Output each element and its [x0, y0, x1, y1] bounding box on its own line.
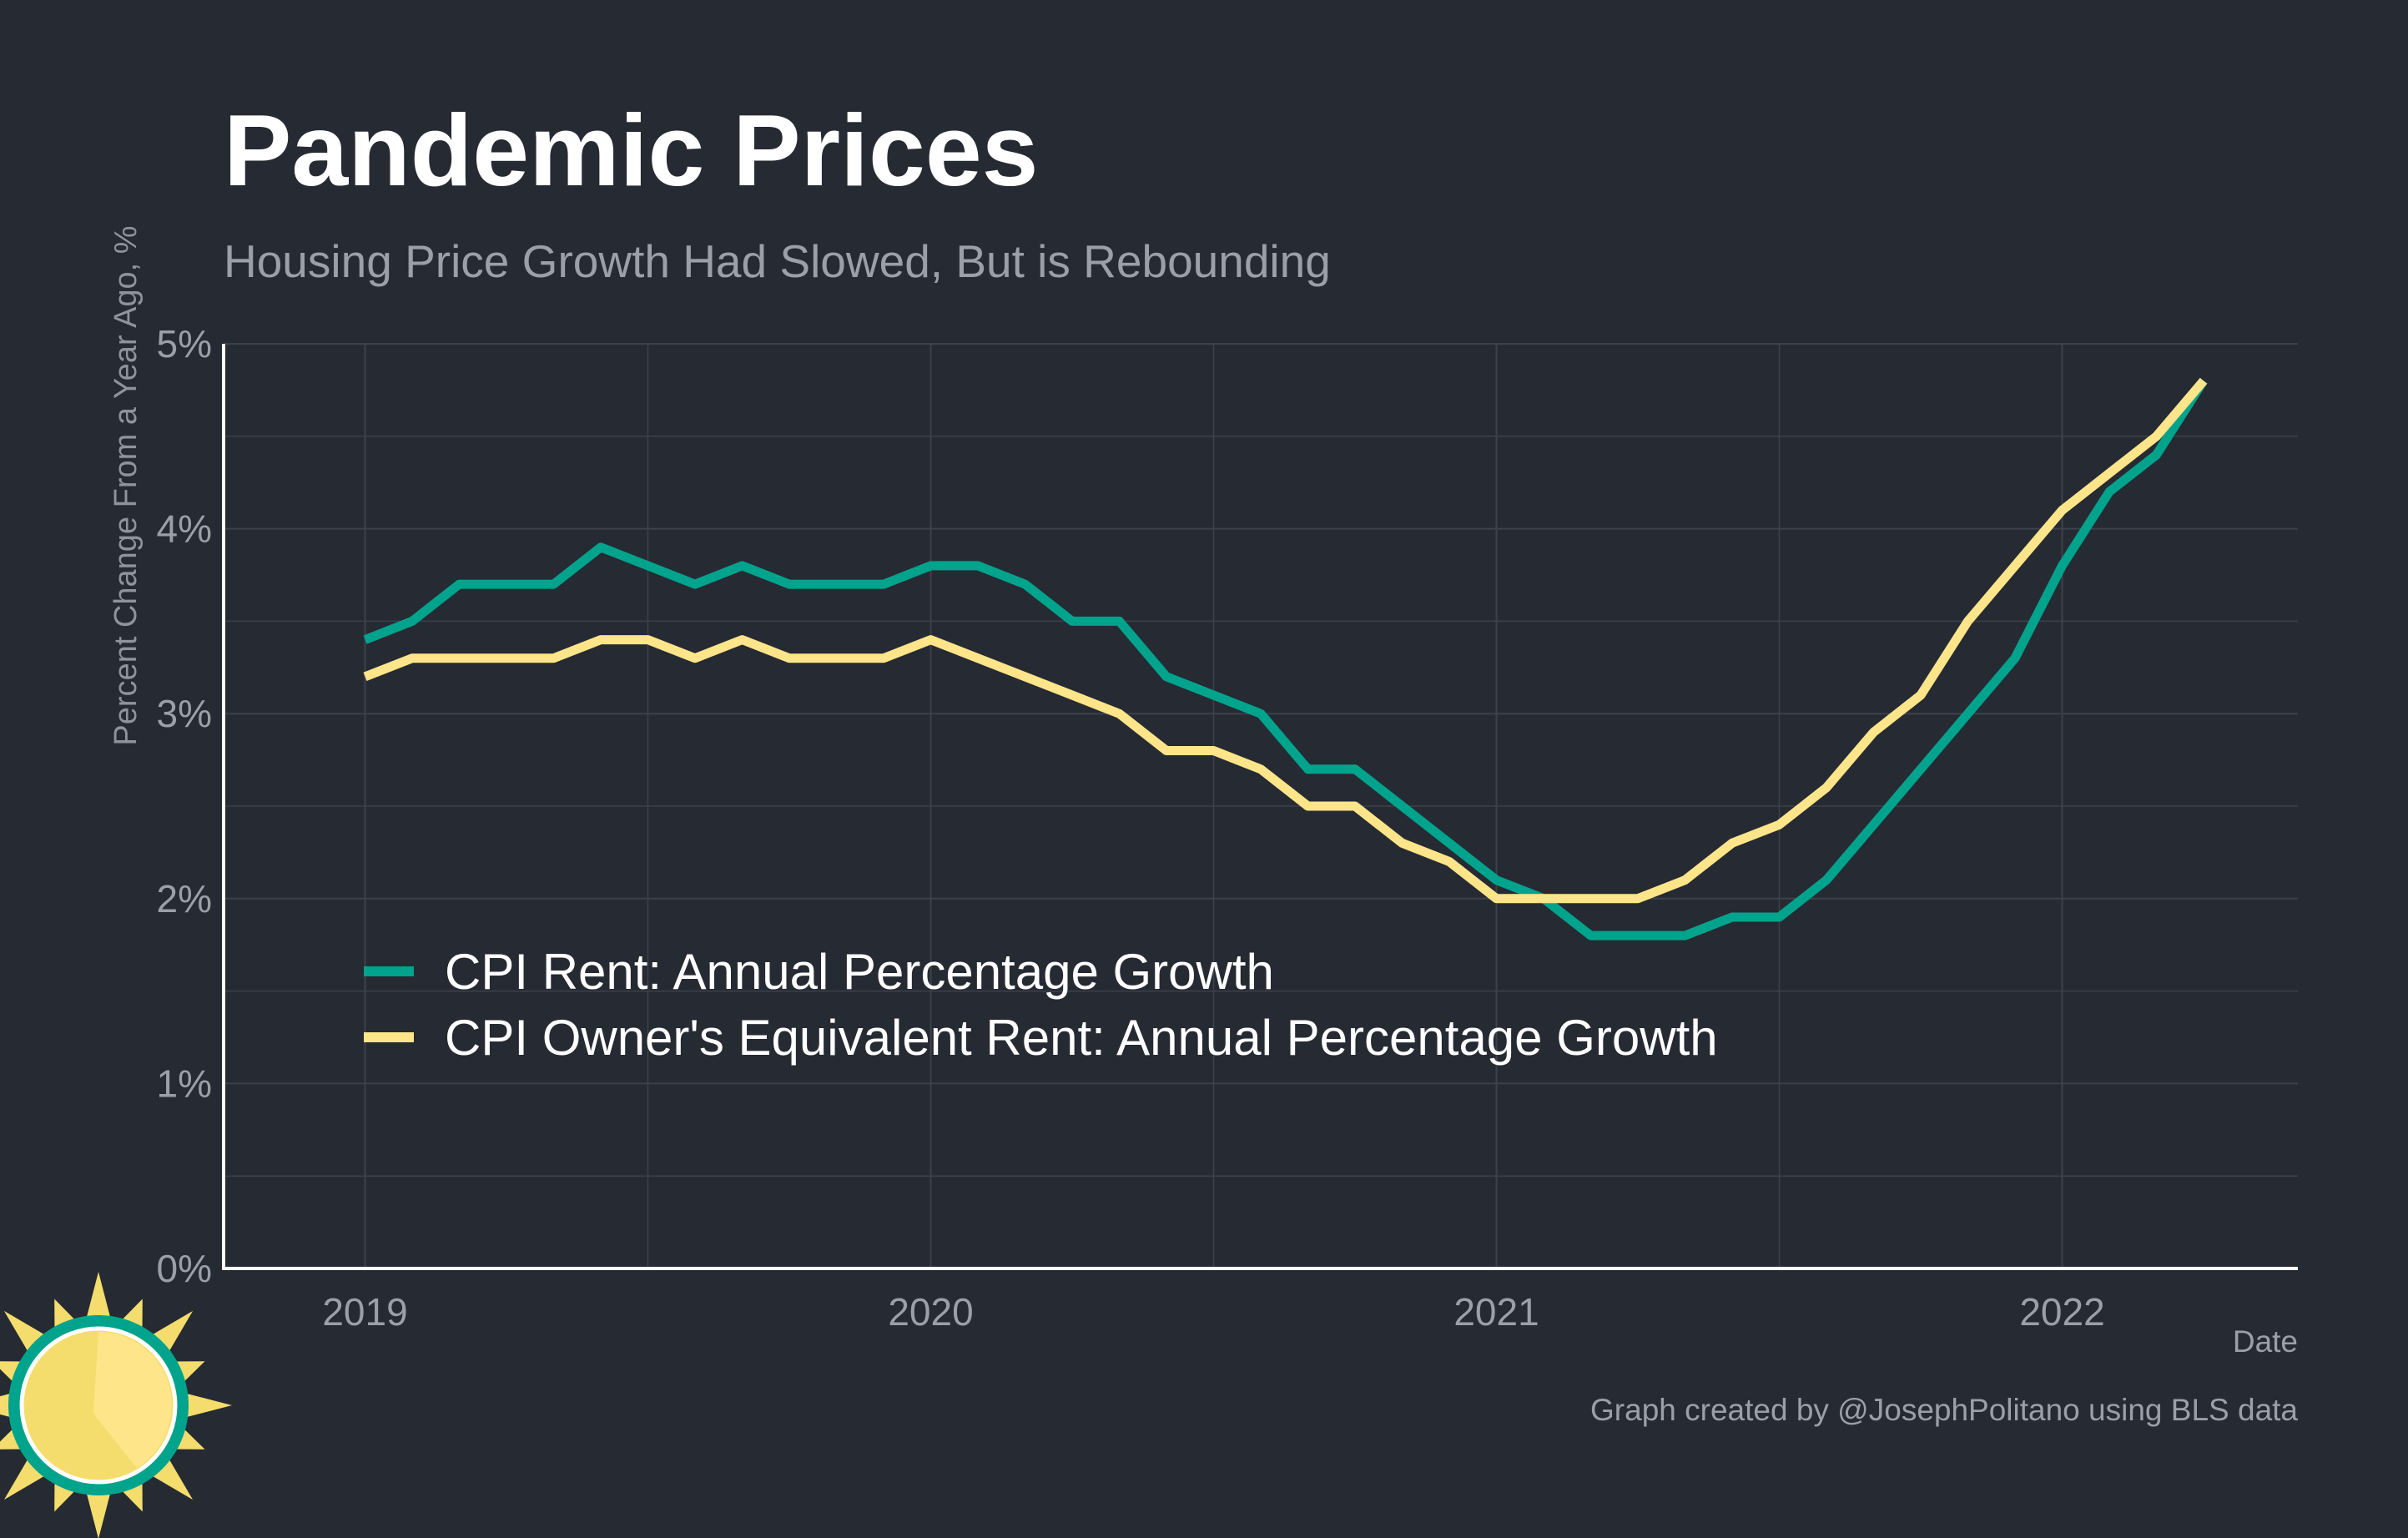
chart-title: Pandemic Prices	[224, 93, 1039, 207]
axes	[222, 344, 2298, 1270]
chart-subtitle: Housing Price Growth Had Slowed, But is …	[224, 235, 1331, 287]
y-tick-label: 4%	[157, 507, 212, 551]
x-axis-label: Date	[2233, 1324, 2298, 1359]
y-tick-label: 5%	[157, 322, 212, 366]
x-tick-label: 2022	[2019, 1290, 2104, 1334]
x-tick-label: 2021	[1453, 1290, 1539, 1334]
legend-label-rent: CPI Rent: Annual Percentage Growth	[445, 944, 1274, 1000]
sun-icon	[0, 1272, 232, 1538]
grid	[224, 343, 2298, 1269]
legend-label-oer: CPI Owner's Equivalent Rent: Annual Perc…	[445, 1010, 1718, 1066]
caption: Graph created by @JosephPolitano using B…	[1590, 1393, 2298, 1427]
series-line-rent	[363, 378, 2208, 940]
sun-ray	[85, 1272, 112, 1324]
y-tick-label: 2%	[157, 877, 212, 920]
y-tick-label: 3%	[157, 692, 212, 735]
x-tick-label: 2020	[888, 1290, 973, 1334]
legend: CPI Rent: Annual Percentage Growth CPI O…	[364, 944, 1718, 1066]
sun-ray	[85, 1487, 112, 1538]
y-axis-label: Percent Change From a Year Ago, %	[108, 225, 144, 745]
x-tick-label: 2019	[322, 1290, 407, 1334]
series-line-oer	[363, 377, 2208, 904]
y-tick-label: 0%	[157, 1247, 212, 1290]
series-lines	[363, 377, 2208, 940]
y-tick-label: 1%	[157, 1061, 212, 1105]
tick-labels: 0% 1% 2% 3% 4% 5% 2019 2020 2021 2022	[157, 322, 2105, 1334]
sun-ray	[180, 1392, 232, 1419]
